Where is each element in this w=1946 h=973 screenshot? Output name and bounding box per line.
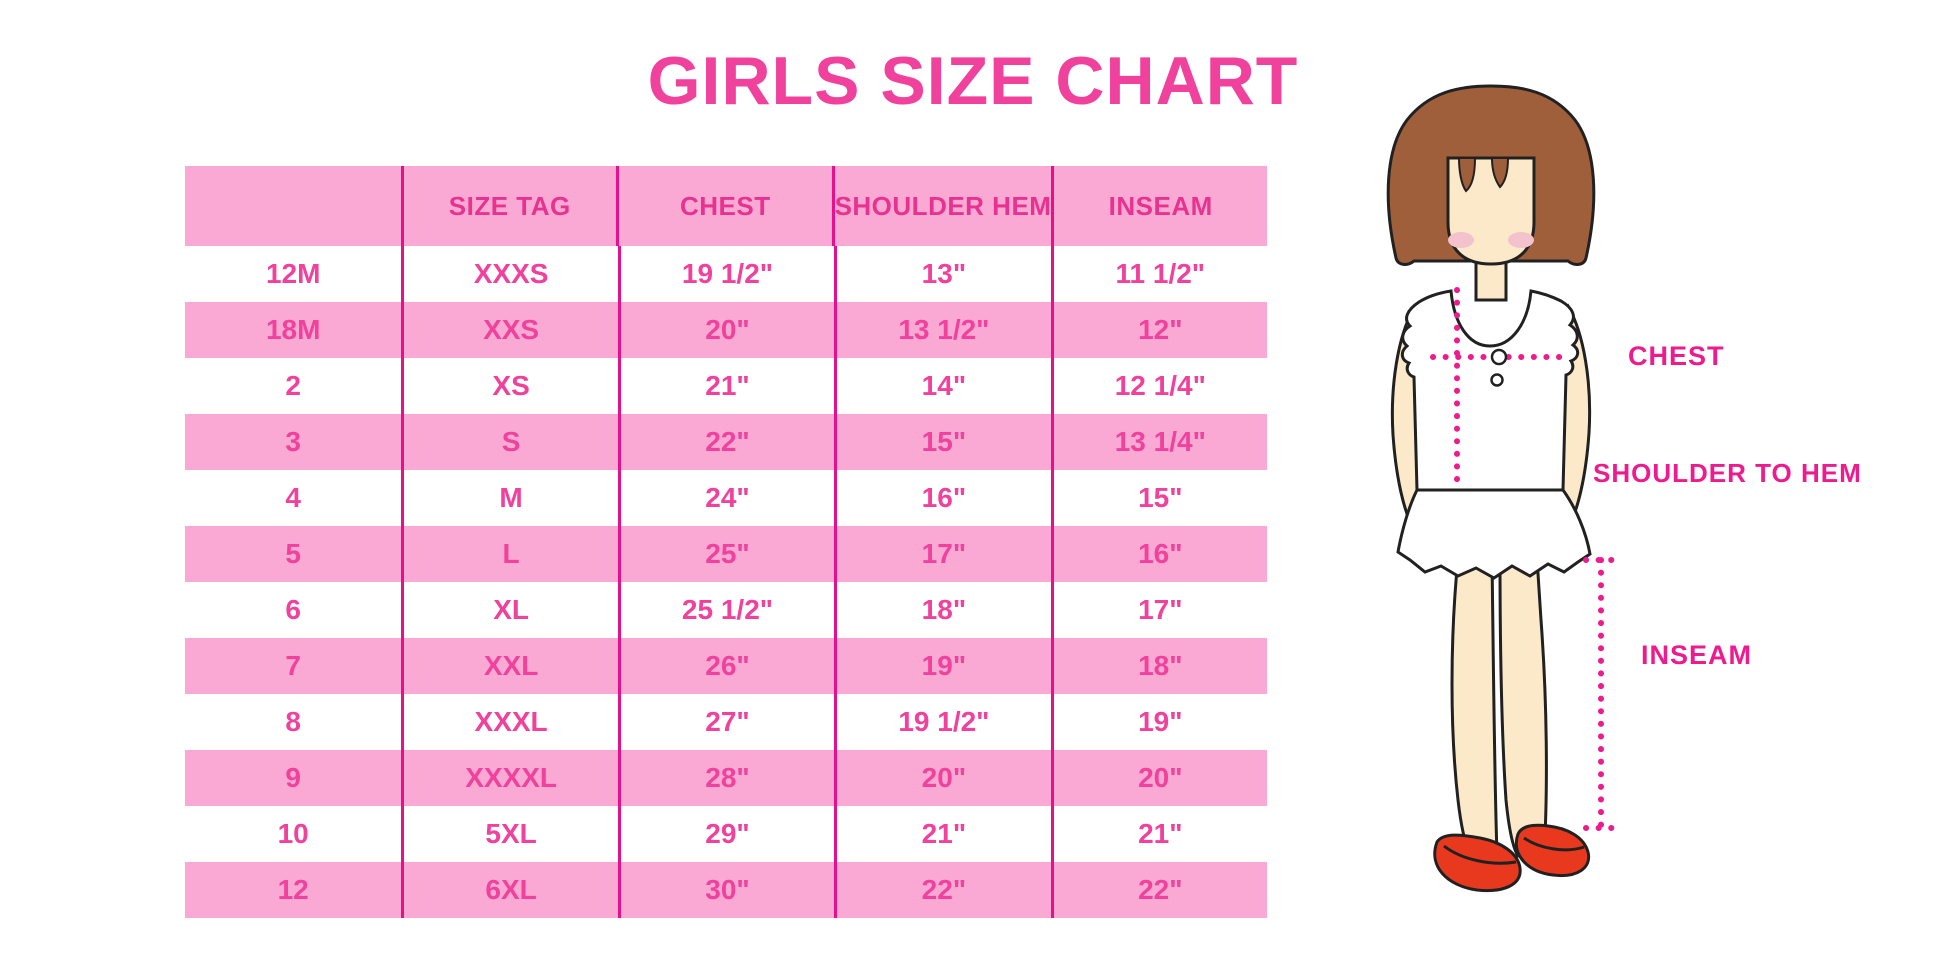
size-cell: 9 xyxy=(285,762,301,793)
value-cell: 20" xyxy=(617,302,834,358)
value-cell: S xyxy=(401,414,617,470)
value-cell: 5XL xyxy=(401,806,617,862)
girl-top-button-1 xyxy=(1490,348,1508,366)
value-cell: 17" xyxy=(1050,582,1267,638)
value-cell: 13" xyxy=(834,246,1050,302)
value-cell: 29" xyxy=(617,806,834,862)
value-cell: 12 1/4" xyxy=(1050,358,1267,414)
value-cell: 22" xyxy=(834,862,1050,918)
value-cell: 22" xyxy=(617,414,834,470)
girl-skirt xyxy=(1396,488,1592,580)
table-row: 2 XS 21" 14" 12 1/4" xyxy=(185,358,1267,414)
size-cell: 2 xyxy=(285,370,301,401)
girl-bangs xyxy=(1457,157,1510,193)
girl-right-shoe xyxy=(1515,823,1591,878)
value-cell: XXS xyxy=(401,302,617,358)
table-row: 10 5XL 29" 21" 21" xyxy=(185,806,1267,862)
value-cell: 19 1/2" xyxy=(834,694,1050,750)
girl-blush-right xyxy=(1508,232,1534,248)
table-row: 4 M 24" 16" 15" xyxy=(185,470,1267,526)
value-cell: 12" xyxy=(1050,302,1267,358)
value-cell: 15" xyxy=(834,414,1050,470)
value-cell: 18" xyxy=(1050,638,1267,694)
inseam-label: INSEAM xyxy=(1641,640,1753,670)
value-cell: 30" xyxy=(617,862,834,918)
table-row: 12 6XL 30" 22" 22" xyxy=(185,862,1267,918)
value-cell: 6XL xyxy=(401,862,617,918)
value-cell: 17" xyxy=(834,526,1050,582)
value-cell: XL xyxy=(401,582,617,638)
value-cell: 21" xyxy=(834,806,1050,862)
value-cell: 11 1/2" xyxy=(1050,246,1267,302)
value-cell: XXL xyxy=(401,638,617,694)
table-row: 5 L 25" 17" 16" xyxy=(185,526,1267,582)
chest-label: CHEST xyxy=(1628,341,1725,371)
value-cell: 25" xyxy=(617,526,834,582)
size-cell: 6 xyxy=(285,594,301,625)
girl-left-leg xyxy=(1450,556,1499,856)
column-header: SHOULDER HEM xyxy=(831,166,1052,246)
girl-right-leg xyxy=(1498,556,1548,858)
table-row: 8 XXXL 27" 19 1/2" 19" xyxy=(185,694,1267,750)
value-cell: 14" xyxy=(834,358,1050,414)
value-cell: 13 1/4" xyxy=(1050,414,1267,470)
value-cell: 20" xyxy=(834,750,1050,806)
table-header-row: SIZE TAG CHEST SHOULDER HEM INSEAM xyxy=(185,166,1267,246)
value-cell: L xyxy=(401,526,617,582)
table-row: 9 XXXXL 28" 20" 20" xyxy=(185,750,1267,806)
value-cell: 20" xyxy=(1050,750,1267,806)
table-row: 6 XL 25 1/2" 18" 17" xyxy=(185,582,1267,638)
table-row: 18M XXS 20" 13 1/2" 12" xyxy=(185,302,1267,358)
value-cell: 22" xyxy=(1050,862,1267,918)
column-header: CHEST xyxy=(616,166,832,246)
size-cell: 4 xyxy=(285,482,301,513)
table-row: 7 XXL 26" 19" 18" xyxy=(185,638,1267,694)
value-cell: 19 1/2" xyxy=(617,246,834,302)
size-table: SIZE TAG CHEST SHOULDER HEM INSEAM 12M XXXS 1… xyxy=(185,166,1267,918)
shoulder-to-hem-label: SHOULDER TO HEM xyxy=(1593,458,1862,488)
value-cell: 18" xyxy=(834,582,1050,638)
value-cell: XS xyxy=(401,358,617,414)
page-title: GIRLS SIZE CHART xyxy=(647,43,1299,119)
column-header xyxy=(185,166,401,246)
girl-blush-left xyxy=(1448,232,1474,248)
size-cell: 7 xyxy=(285,650,301,681)
value-cell: M xyxy=(401,470,617,526)
size-cell: 12M xyxy=(265,258,321,289)
girl-illustration xyxy=(1386,84,1619,893)
size-cell: 10 xyxy=(277,818,309,849)
value-cell: 16" xyxy=(834,470,1050,526)
size-cell: 8 xyxy=(285,706,301,737)
table-row: 12M XXXS 19 1/2" 13" 11 1/2" xyxy=(185,246,1267,302)
value-cell: XXXS xyxy=(401,246,617,302)
girl-shoe-straps xyxy=(1443,836,1585,865)
column-header: INSEAM xyxy=(1051,166,1267,246)
size-cell: 12 xyxy=(277,874,309,905)
girl-top-button-2 xyxy=(1490,373,1504,387)
value-cell: XXXXL xyxy=(401,750,617,806)
value-cell: 21" xyxy=(1050,806,1267,862)
table-body: 12M XXXS 19 1/2" 13" 11 1/2" 18M XXS 20" 13 1/2"… xyxy=(185,246,1267,918)
value-cell: 24" xyxy=(617,470,834,526)
girl-top xyxy=(1400,289,1580,492)
value-cell: 19" xyxy=(834,638,1050,694)
size-cell: 5 xyxy=(285,538,301,569)
value-cell: XXXL xyxy=(401,694,617,750)
value-cell: 16" xyxy=(1050,526,1267,582)
column-header: SIZE TAG xyxy=(400,166,617,246)
value-cell: 27" xyxy=(617,694,834,750)
value-cell: 15" xyxy=(1050,470,1267,526)
table-row: 3 S 22" 15" 13 1/4" xyxy=(185,414,1267,470)
value-cell: 21" xyxy=(617,358,834,414)
value-cell: 26" xyxy=(617,638,834,694)
girl-left-shoe xyxy=(1433,833,1522,893)
value-cell: 13 1/2" xyxy=(834,302,1050,358)
value-cell: 28" xyxy=(617,750,834,806)
inseam-measure-line xyxy=(1583,557,1619,831)
value-cell: 19" xyxy=(1050,694,1267,750)
value-cell: 25 1/2" xyxy=(617,582,834,638)
size-cell: 18M xyxy=(265,314,321,345)
size-cell: 3 xyxy=(285,426,301,457)
